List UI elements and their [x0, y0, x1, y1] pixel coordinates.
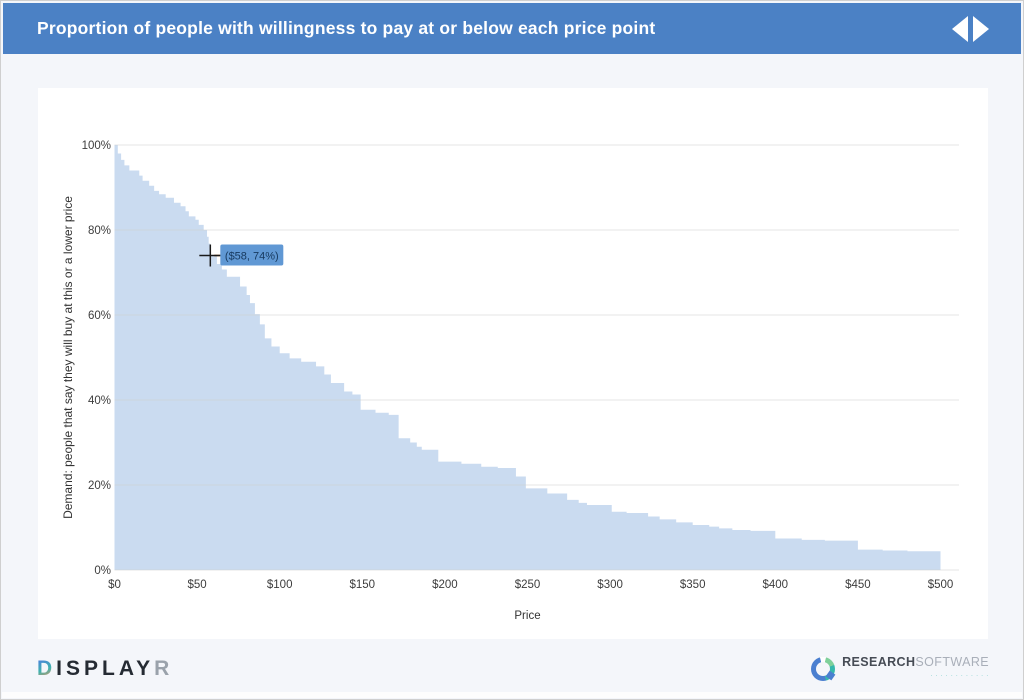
researchsoftware-logo: RESEARCHSOFTWARE · · · · · · · · · · · ·: [811, 655, 989, 683]
previous-slide-arrow-icon[interactable]: [952, 15, 968, 42]
researchsoftware-ring-icon: [811, 657, 836, 681]
researchsoftware-text: RESEARCHSOFTWARE · · · · · · · · · · · ·: [842, 655, 989, 683]
page-title: Proportion of people with willingness to…: [37, 18, 656, 38]
researchsoftware-tagline: · · · · · · · · · · · ·: [930, 673, 989, 679]
displayr-logo-text: ISPLAY: [56, 657, 155, 680]
title-bar: Proportion of people with willingness to…: [3, 3, 1021, 54]
displayr-logo: DISPLAYR: [37, 657, 173, 681]
footer: DISPLAYR RESEARCHSOFTWARE · · · · · · · …: [1, 637, 1023, 699]
slide-navigation: [952, 15, 989, 42]
displayr-logo-r: R: [154, 657, 174, 680]
displayr-logo-d: D: [37, 657, 57, 680]
researchsoftware-software: SOFTWARE: [915, 655, 989, 669]
bottom-strip: [2, 692, 1022, 698]
researchsoftware-research: RESEARCH: [842, 655, 916, 669]
next-slide-arrow-icon[interactable]: [973, 15, 989, 42]
chart-card: [38, 88, 988, 639]
